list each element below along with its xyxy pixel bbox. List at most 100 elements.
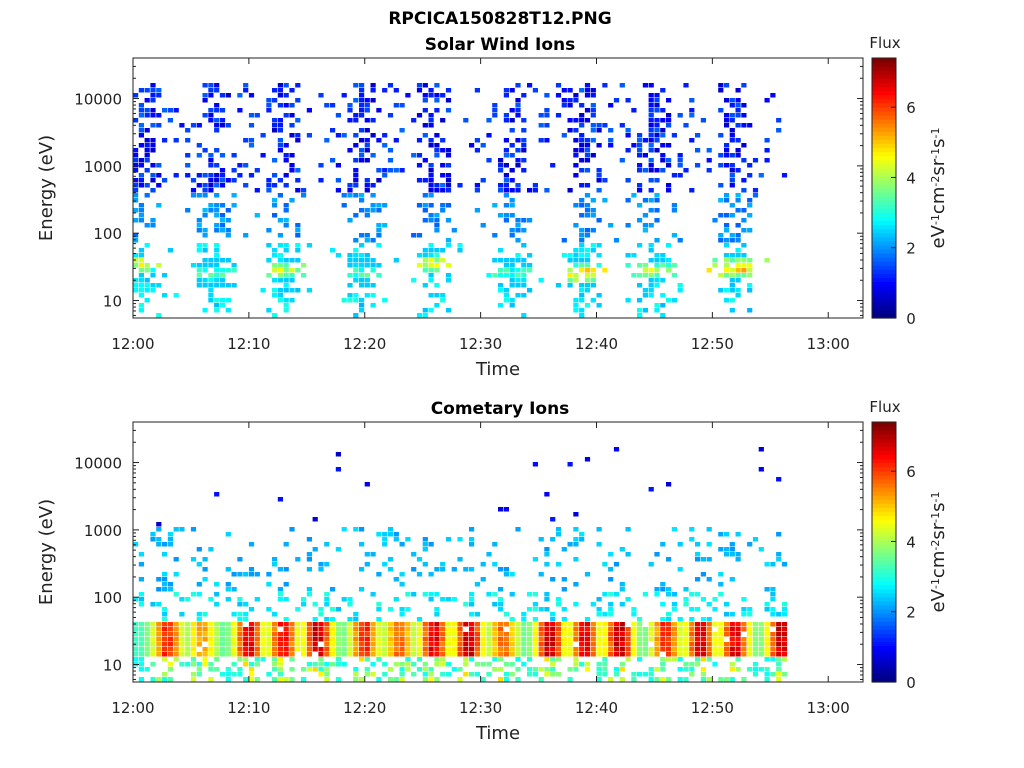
colorbar-segment	[872, 527, 896, 533]
heatmap-cell	[277, 278, 283, 283]
heatmap-cell	[364, 148, 370, 153]
heatmap-cell	[138, 268, 144, 273]
heatmap-cell	[440, 662, 446, 667]
heatmap-cell	[584, 248, 591, 253]
heatmap-cell	[695, 542, 701, 547]
heatmap-cell	[330, 617, 336, 622]
heatmap-cell	[208, 288, 214, 293]
heatmap-cell	[492, 258, 498, 263]
heatmap-cell	[416, 313, 423, 318]
heatmap-cell	[776, 118, 782, 123]
colorbar-segment	[872, 167, 896, 173]
heatmap-cell	[521, 268, 527, 273]
heatmap-cell	[521, 617, 527, 622]
heatmap-cell	[295, 268, 301, 273]
heatmap-cell	[498, 667, 504, 672]
heatmap-cell	[573, 273, 579, 278]
heatmap-cell	[254, 627, 260, 632]
heatmap-cell	[573, 278, 579, 283]
heatmap-cell	[370, 632, 376, 637]
heatmap-cell	[341, 652, 347, 657]
heatmap-cell	[272, 612, 278, 617]
heatmap-cell	[625, 627, 631, 632]
heatmap-cell	[729, 138, 735, 143]
heatmap-cell	[648, 273, 654, 278]
heatmap-cell	[306, 557, 312, 562]
heatmap-cell	[364, 278, 370, 283]
heatmap-cell	[637, 163, 643, 168]
heatmap-cell	[353, 617, 359, 622]
heatmap-cell	[428, 163, 434, 168]
heatmap-cell	[202, 577, 208, 582]
heatmap-cell	[666, 113, 672, 118]
heatmap-cell	[359, 627, 365, 632]
heatmap-cell	[202, 268, 208, 273]
colorbar-segment	[872, 305, 896, 311]
heatmap-cell	[277, 497, 283, 502]
heatmap-cell	[642, 637, 648, 642]
heatmap-cell	[602, 652, 608, 657]
heatmap-cell	[254, 677, 260, 682]
heatmap-cell	[416, 83, 423, 88]
heatmap-cell	[283, 582, 289, 587]
heatmap-cell	[729, 183, 735, 188]
heatmap-cell	[353, 268, 359, 273]
heatmap-cell	[637, 133, 643, 138]
heatmap-cell	[393, 537, 399, 542]
heatmap-cell	[370, 183, 376, 188]
heatmap-cell	[637, 308, 643, 313]
heatmap-cell	[498, 657, 504, 662]
heatmap-cell	[248, 642, 255, 647]
heatmap-cell	[724, 163, 730, 168]
heatmap-cell	[515, 258, 521, 263]
heatmap-cell	[393, 632, 399, 637]
heatmap-cell	[422, 562, 428, 567]
heatmap-cell	[225, 567, 231, 572]
colorbar-segment	[872, 62, 896, 67]
heatmap-cell	[353, 253, 359, 258]
heatmap-cell	[724, 148, 730, 153]
heatmap-cell	[416, 627, 423, 632]
heatmap-cell	[202, 308, 208, 313]
heatmap-cell	[272, 248, 278, 253]
heatmap-cell	[306, 652, 312, 657]
heatmap-cell	[387, 647, 394, 652]
heatmap-cell	[440, 188, 446, 193]
heatmap-cell	[370, 258, 376, 263]
heatmap-cell	[382, 168, 388, 173]
colorbar-segment	[872, 147, 896, 153]
heatmap-cell	[237, 667, 243, 672]
colorbar-segment	[872, 269, 896, 274]
heatmap-cell	[683, 637, 689, 642]
heatmap-cell	[347, 183, 353, 188]
heatmap-cell	[150, 637, 156, 642]
heatmap-cell	[202, 228, 208, 233]
heatmap-cell	[324, 652, 330, 657]
heatmap-cell	[335, 652, 341, 657]
heatmap-cell	[660, 133, 666, 138]
heatmap-cell	[695, 657, 701, 662]
heatmap-cell	[573, 98, 579, 103]
heatmap-cell	[555, 113, 562, 118]
heatmap-cell	[683, 587, 689, 592]
heatmap-cell	[214, 228, 220, 233]
heatmap-cell	[341, 637, 347, 642]
heatmap-cell	[660, 313, 666, 318]
heatmap-cell	[747, 542, 753, 547]
heatmap-cell	[214, 178, 220, 183]
heatmap-cell	[498, 188, 504, 193]
heatmap-cell	[584, 228, 591, 233]
heatmap-cell	[387, 622, 394, 627]
heatmap-cell	[237, 632, 243, 637]
heatmap-cell	[648, 278, 654, 283]
heatmap-cell	[266, 108, 272, 113]
heatmap-cell	[544, 632, 550, 637]
heatmap-cell	[364, 208, 370, 213]
heatmap-cell	[648, 168, 654, 173]
heatmap-cell	[608, 642, 614, 647]
heatmap-cell	[642, 268, 648, 273]
heatmap-cell	[353, 293, 359, 298]
heatmap-cell	[434, 108, 440, 113]
heatmap-cell	[237, 572, 243, 577]
